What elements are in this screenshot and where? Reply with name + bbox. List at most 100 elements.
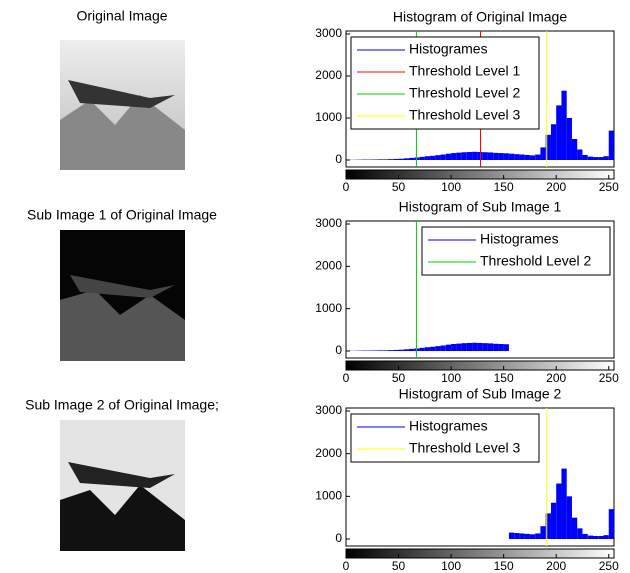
image-title: Sub Image 2 of Original Image; <box>25 397 219 413</box>
y-tick-label: 3000 <box>315 403 342 417</box>
histogram-bar <box>571 139 578 160</box>
histogram-bar <box>545 134 551 160</box>
histogram-bar <box>550 502 557 539</box>
x-tick-label: 150 <box>494 371 514 385</box>
histogram-bar <box>456 343 462 351</box>
histogram-bar <box>493 343 499 351</box>
histogram-bar <box>514 533 520 539</box>
x-tick-label: 200 <box>546 180 566 194</box>
legend: Histogrames Threshold Level 2 <box>421 226 611 276</box>
histogram-bar <box>382 159 389 160</box>
histogram-bar <box>419 347 425 351</box>
histogram-bar <box>461 152 467 160</box>
histogram-bar <box>524 154 530 160</box>
histogram-bar <box>540 147 546 160</box>
histogram-bar <box>529 155 536 160</box>
legend-box <box>350 36 540 130</box>
x-tick-label: 0 <box>343 559 350 573</box>
y-tick-label: 2000 <box>315 259 342 273</box>
histogram-bar <box>482 152 488 160</box>
histogram-bar <box>456 152 462 160</box>
x-tick-label: 50 <box>392 371 406 385</box>
colorbar <box>345 360 615 371</box>
histogram-bar <box>477 152 483 160</box>
histogram-bar <box>524 533 530 539</box>
x-tick-label: 0 <box>343 371 350 385</box>
histogram-bar <box>440 154 446 160</box>
histogram-bar <box>403 349 410 351</box>
histogram-bar <box>556 483 562 539</box>
x-tick-label: 250 <box>599 559 619 573</box>
histogram-bar <box>472 151 478 160</box>
histogram-bar <box>409 348 415 351</box>
histogram-bar <box>451 153 457 160</box>
histogram-bar <box>472 342 478 351</box>
histogram-bar <box>398 349 404 351</box>
histogram-bar <box>388 350 394 351</box>
histogram-bar <box>582 533 588 539</box>
x-tick-label: 150 <box>494 559 514 573</box>
histogram-bar <box>592 157 599 160</box>
sub-image-1 <box>60 230 185 361</box>
histogram-bar <box>592 536 599 539</box>
histogram-bar <box>382 350 389 351</box>
y-tick-label: 3000 <box>315 26 342 40</box>
x-tick-label: 50 <box>392 559 406 573</box>
histogram-bar <box>514 154 520 160</box>
histogram-bar <box>566 118 572 160</box>
histogram-bar <box>498 344 504 351</box>
legend-label: Histogrames <box>409 418 488 434</box>
histogram-chart: Histogram of Sub Image 1 0 1000 2000 3000 0 50… <box>315 199 619 385</box>
y-tick-label: 0 <box>335 343 342 357</box>
histogram-chart: Histogram of Sub Image 2 0 1000 2000 3000 0 50… <box>315 386 619 573</box>
histogram-bar <box>498 153 504 160</box>
histogram-bar <box>571 517 578 539</box>
legend-label: Threshold Level 3 <box>409 440 521 456</box>
histogram-bar <box>372 350 378 351</box>
histogram-bar <box>419 156 425 160</box>
histogram-bar <box>451 344 457 351</box>
histogram-bar <box>556 105 562 160</box>
histogram-bar <box>598 536 604 539</box>
histogram-bar <box>608 509 614 539</box>
histogram-bar <box>414 348 420 351</box>
histogram-bar <box>503 153 509 160</box>
x-tick-label: 200 <box>546 559 566 573</box>
chart-title: Histogram of Original Image <box>393 9 568 25</box>
y-tick-label: 0 <box>335 531 342 545</box>
y-tick-label: 0 <box>335 152 342 166</box>
chart-title: Histogram of Sub Image 1 <box>399 199 562 215</box>
histogram-bar <box>435 346 441 351</box>
histogram-bar <box>372 159 378 160</box>
histogram-bar <box>561 90 567 160</box>
legend: Histogrames Threshold Level 3 <box>350 413 540 463</box>
x-tick-label: 0 <box>343 180 350 194</box>
histogram-bar <box>566 496 572 539</box>
histogram-bar <box>587 535 593 539</box>
histogram-bar <box>424 156 431 160</box>
histogram-bar <box>466 152 473 160</box>
histogram-chart: Histogram of Original Image0100020003000… <box>315 9 619 194</box>
histogram-bar <box>577 528 583 539</box>
histogram-bar <box>398 158 404 160</box>
histogram-bar <box>545 513 551 539</box>
legend-box <box>350 413 540 463</box>
histogram-bar <box>519 154 525 160</box>
colorbar <box>345 169 615 180</box>
histogram-bar <box>440 345 446 351</box>
y-tick-label: 1000 <box>315 301 342 315</box>
histogram-bar <box>540 526 546 539</box>
original-image <box>60 40 185 170</box>
histogram-bar <box>487 152 494 160</box>
histogram-bar <box>529 534 536 539</box>
y-tick-label: 3000 <box>315 216 342 230</box>
histogram-bar <box>493 152 499 160</box>
legend-label: Threshold Level 3 <box>409 107 521 123</box>
x-tick-label: 200 <box>546 371 566 385</box>
histogram-bar <box>393 349 399 351</box>
x-tick-label: 250 <box>599 371 619 385</box>
histogram-bar <box>508 153 515 160</box>
histogram-bar <box>377 350 383 351</box>
histogram-bar <box>435 155 441 160</box>
